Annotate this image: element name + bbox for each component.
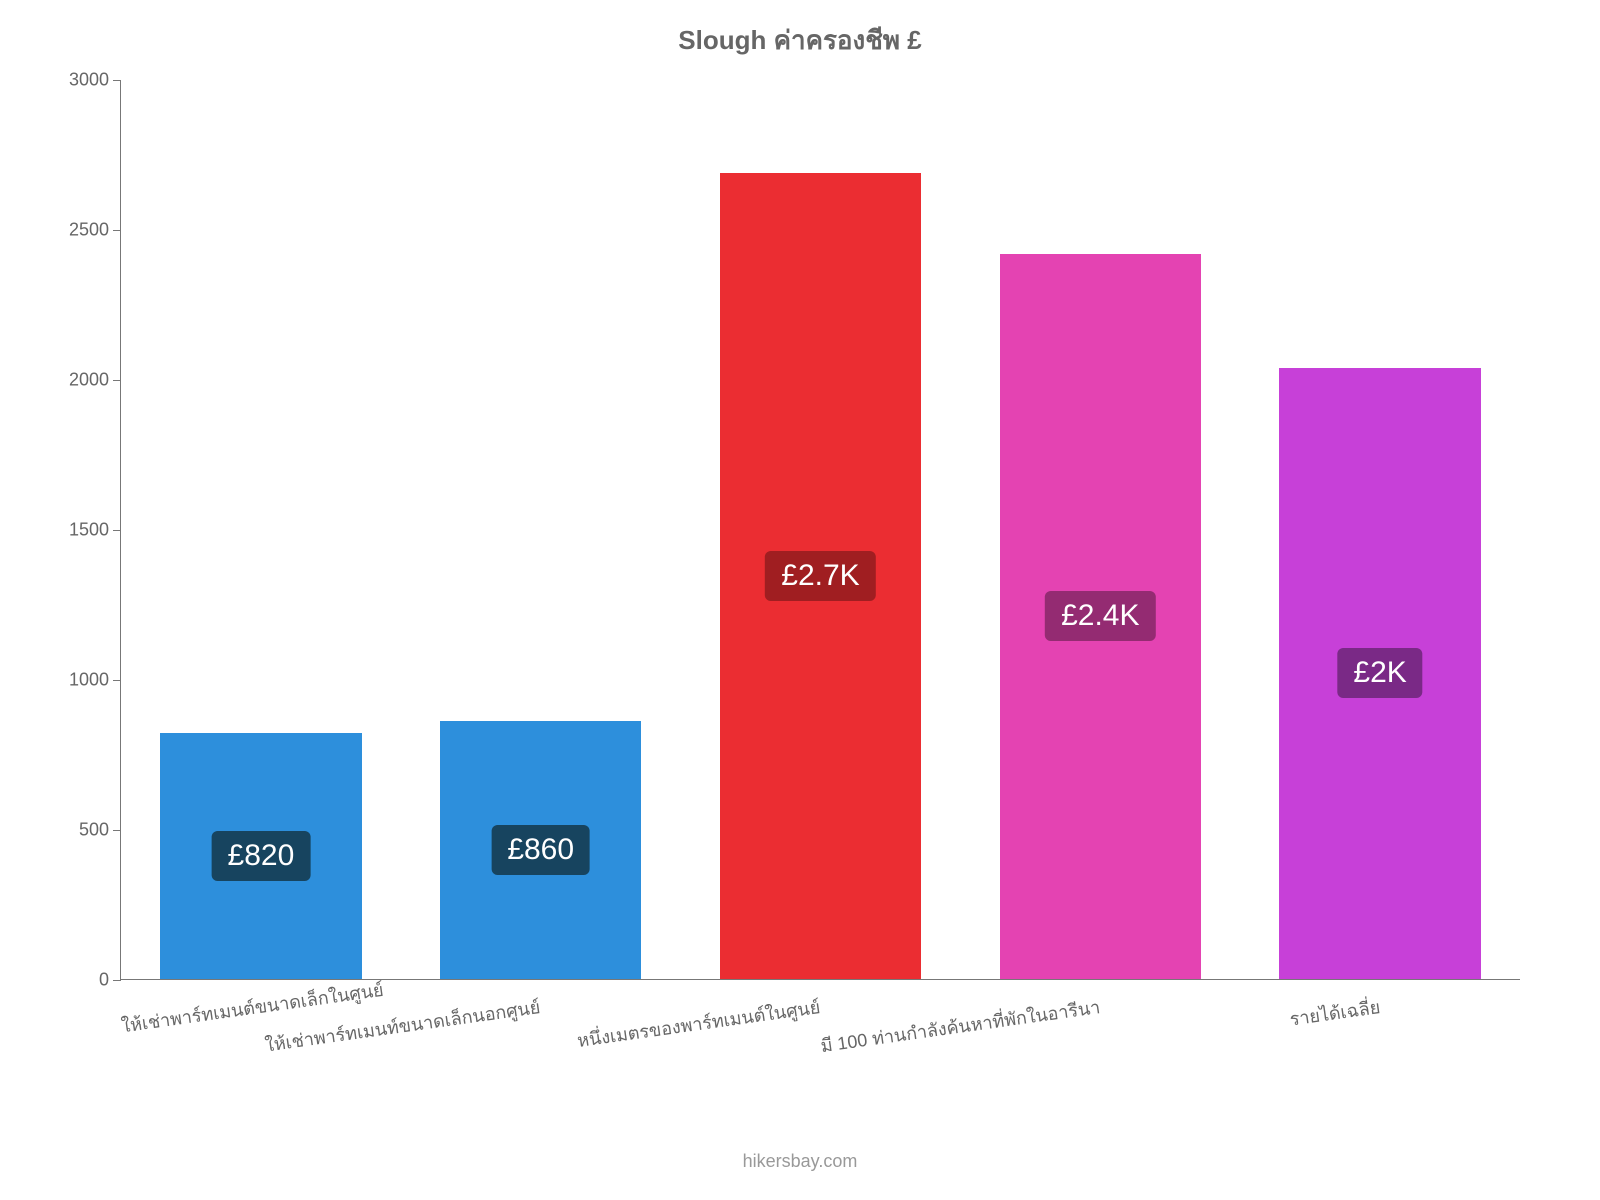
bar: £2.4K bbox=[1000, 254, 1201, 979]
y-tick-label: 2500 bbox=[69, 220, 121, 241]
bar-value-label: £2.7K bbox=[765, 551, 875, 601]
y-tick-label: 1500 bbox=[69, 520, 121, 541]
x-axis-labels: ให้เช่าพาร์ทเมนต์ขนาดเล็กในศูนย์ให้เช่าพ… bbox=[120, 982, 1520, 1102]
bar-chart: Slough ค่าครองชีพ £ 0 500 1000 1500 2000 2500… bbox=[40, 20, 1560, 1180]
bar: £860 bbox=[440, 721, 641, 979]
attribution-text: hikersbay.com bbox=[40, 1151, 1560, 1172]
chart-title: Slough ค่าครองชีพ £ bbox=[40, 20, 1560, 61]
plot-area: 050010001500200025003000 £820£860£2.7K£2… bbox=[120, 80, 1520, 980]
bar-slot: £860 bbox=[401, 80, 681, 979]
bars-container: £820 £860 £2.7K £2.4K £2K bbox=[121, 80, 1520, 979]
bar-value-label: £2.4K bbox=[1045, 591, 1155, 641]
y-tick-label: 2000 bbox=[69, 370, 121, 391]
bar-slot: £820 bbox=[121, 80, 401, 979]
y-tick-label: 500 bbox=[79, 820, 121, 841]
bar-slot: £2K bbox=[1240, 80, 1520, 979]
y-tick-label: 1000 bbox=[69, 670, 121, 691]
bar-value-label: £2K bbox=[1337, 648, 1422, 698]
bar: £2K bbox=[1279, 368, 1480, 979]
y-tick-label: 3000 bbox=[69, 70, 121, 91]
bar: £2.7K bbox=[720, 173, 921, 979]
y-tick-label: 0 bbox=[99, 970, 121, 991]
bar-value-label: £820 bbox=[212, 831, 311, 881]
bar: £820 bbox=[160, 733, 361, 979]
bar-value-label: £860 bbox=[491, 825, 590, 875]
bar-slot: £2.7K bbox=[681, 80, 961, 979]
bar-slot: £2.4K bbox=[960, 80, 1240, 979]
